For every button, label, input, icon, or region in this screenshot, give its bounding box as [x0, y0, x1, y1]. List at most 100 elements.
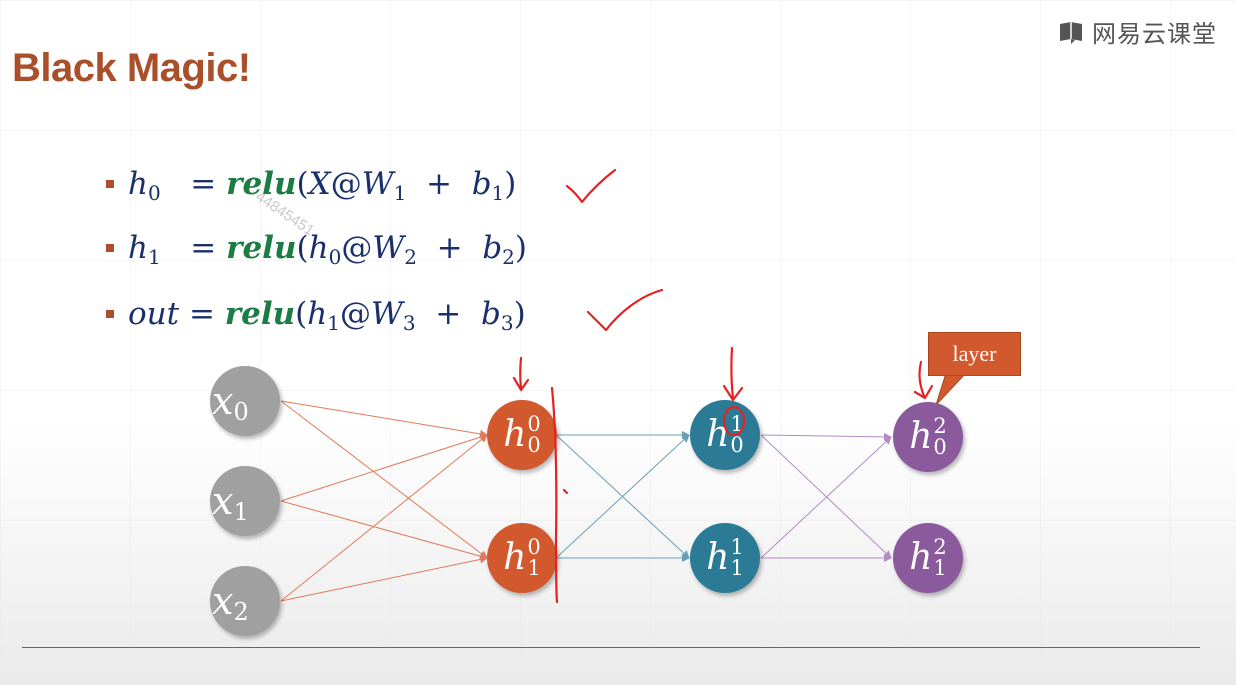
- equation-out: out = relu(h1@W3 + b3): [106, 292, 526, 336]
- edge-x1-h00: [280, 433, 488, 502]
- book-icon: [1060, 21, 1082, 44]
- node-base: h: [503, 414, 527, 455]
- node-sup: 2: [933, 414, 947, 438]
- logo-text: 网易云课堂: [1092, 20, 1217, 48]
- weight-symbol: W: [372, 230, 405, 266]
- edge-x0-h01: [280, 400, 488, 559]
- node-sup: 0: [527, 412, 541, 436]
- bullet-icon: [106, 244, 114, 252]
- edge-h10-h21: [760, 434, 892, 559]
- node-sup: 1: [730, 412, 744, 436]
- open-paren: (: [296, 230, 309, 266]
- node-base: h: [503, 537, 527, 578]
- node-sub: 1: [730, 556, 744, 580]
- close-paren: ): [513, 296, 526, 332]
- equation-lhs: h: [128, 230, 148, 266]
- equation-lhs-sub: 0: [147, 181, 161, 205]
- arrow-down-layer0: [512, 356, 530, 392]
- slide-title: Black Magic!: [12, 46, 251, 90]
- edge-h11-h20: [760, 436, 892, 559]
- plus-sign: +: [416, 230, 483, 266]
- arrow-down-layer1: [722, 346, 744, 402]
- node-base: x: [212, 579, 234, 623]
- equation-arg: h: [308, 230, 329, 266]
- open-paren: (: [295, 296, 308, 332]
- node-sub: 1: [527, 556, 541, 580]
- node-base: h: [909, 416, 933, 457]
- equation-lhs: out: [128, 296, 180, 332]
- equation-h0: h0 = relu(X@W1 + b1): [106, 162, 516, 206]
- plus-sign: +: [415, 296, 481, 332]
- equation-text: h1 = relu(h0@W2 + b2): [128, 230, 528, 269]
- equation-arg-sub: 1: [327, 311, 340, 335]
- node-sub: 1: [233, 498, 249, 526]
- plus-sign: +: [406, 166, 472, 202]
- node-sub: 0: [527, 433, 541, 457]
- node-sub: 0: [233, 398, 249, 426]
- edge-x0-h00: [280, 400, 488, 438]
- bias-symbol: b: [471, 166, 492, 202]
- edge-h10-h20: [760, 432, 892, 441]
- matmul-operator: @: [341, 230, 373, 266]
- equation-lhs-sub: 1: [147, 245, 161, 269]
- equation-h1: h1 = relu(h0@W2 + b2): [106, 226, 527, 270]
- bias-sub: 1: [491, 181, 505, 205]
- layer-boundary-line: [550, 386, 559, 604]
- node-sub: 0: [933, 435, 947, 459]
- node-base: x: [212, 479, 234, 523]
- superscript-circle: [722, 405, 746, 437]
- bias-sub: 3: [500, 311, 514, 335]
- tiny-mark: [562, 488, 569, 495]
- node-sub: 1: [933, 556, 947, 580]
- equation-arg: h: [307, 296, 328, 332]
- arrow-down-layer2: [913, 360, 934, 400]
- equation-text: out = relu(h1@W3 + b3): [128, 296, 526, 335]
- weight-sub: 3: [402, 311, 416, 335]
- bullet-icon: [106, 310, 114, 318]
- matmul-operator: @: [330, 166, 362, 202]
- open-paren: (: [296, 166, 309, 202]
- node-sup: 2: [933, 535, 947, 559]
- node-sub: 2: [233, 598, 249, 626]
- bias-symbol: b: [480, 296, 501, 332]
- equals-sign: =: [190, 230, 227, 266]
- edge-x2-h00: [280, 434, 488, 602]
- node-base: x: [212, 379, 234, 423]
- node-base: h: [909, 537, 933, 578]
- equation-arg-sub: 0: [328, 245, 342, 269]
- netease-cloud-classroom-logo: 网易云课堂: [1058, 14, 1217, 49]
- layer-callout: layer: [928, 332, 1021, 376]
- weight-sub: 1: [393, 181, 407, 205]
- weight-symbol: W: [370, 296, 403, 332]
- checkmark-1: [565, 168, 617, 204]
- equation-text: h0 = relu(X@W1 + b1): [128, 166, 517, 205]
- node-sup: 0: [527, 535, 541, 559]
- weight-symbol: W: [361, 166, 394, 202]
- node-sub: 0: [730, 433, 744, 457]
- edge-h01-h10: [555, 434, 690, 559]
- equals-sign: =: [190, 166, 227, 202]
- slide-footer-line: [22, 647, 1200, 648]
- slide-background-fade: [0, 420, 1236, 685]
- bullet-icon: [106, 180, 114, 188]
- close-paren: ): [514, 230, 528, 266]
- relu-function: relu: [226, 230, 297, 266]
- edge-x1-h01: [280, 500, 488, 560]
- weight-sub: 2: [404, 245, 417, 269]
- node-sup: 1: [730, 535, 744, 559]
- equation-arg: X: [308, 166, 331, 202]
- matmul-operator: @: [339, 296, 371, 332]
- close-paren: ): [504, 166, 517, 202]
- edge-x2-h01: [280, 555, 488, 602]
- node-base: h: [706, 537, 730, 578]
- relu-function: relu: [224, 296, 296, 332]
